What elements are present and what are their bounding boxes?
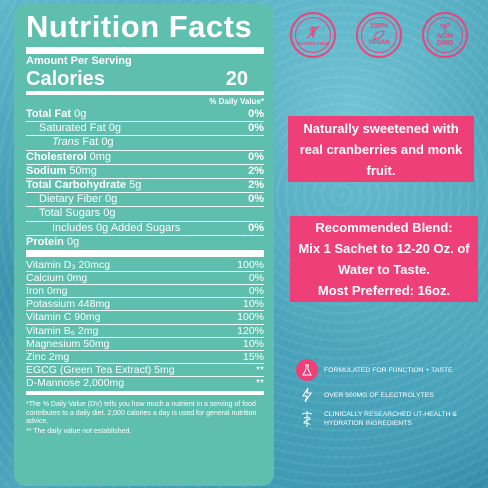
nutrient-row-total-carbohydrate: Total Carbohydrate 5g 2% <box>26 178 264 192</box>
divider <box>26 91 264 95</box>
feature-item: OVER 500MG OF ELECTROLYTES <box>296 384 434 406</box>
nutrient-row-protein: Protein 0g <box>26 234 264 249</box>
daily-value-header: % Daily Value* <box>209 97 264 106</box>
leaf-icon <box>373 30 385 40</box>
nutrient-row-dietary-fiber: Dietary Fiber 0g 0% <box>26 192 264 206</box>
recommended-blend-callout: Recommended Blend: Mix 1 Sachet to 12-20… <box>290 216 478 302</box>
wheat-icon <box>306 25 320 38</box>
vitamin-row: D-Mannose 2,000mg ** <box>26 375 264 389</box>
divider <box>26 250 264 258</box>
vitamin-row: Zinc 2mg 15% <box>26 349 264 363</box>
divider <box>26 390 264 395</box>
vitamin-row: Iron 0mg 0% <box>26 284 264 298</box>
calories-label: Calories <box>26 68 105 90</box>
footnote-daily-value: *The % Daily Value (DV) tells you how mu… <box>26 400 257 426</box>
vitamin-row: Magnesium 50mg 10% <box>26 336 264 350</box>
lightning-icon <box>296 384 318 406</box>
amount-per-serving: Amount Per Serving <box>26 55 132 67</box>
non-gmo-bottom: GMO <box>436 40 454 47</box>
nutrient-row-total-fat: Total Fat 0g 0% <box>26 108 264 120</box>
vitamin-row: Vitamin C 90mg 100% <box>26 310 264 324</box>
nutrient-row-added-sugars: Includes 0g Added Sugars 0% <box>26 220 264 235</box>
vegan-badge: 100% VEGAN <box>356 12 402 58</box>
vegan-text: VEGAN <box>368 40 390 46</box>
nutrient-row-cholesterol: Cholesterol 0mg 0% <box>26 149 264 163</box>
vitamin-row: Calcium 0mg 0% <box>26 271 264 285</box>
calories-value: 20 <box>225 68 248 90</box>
nutrient-row-total-sugars: Total Sugars 0g <box>26 206 264 220</box>
non-gmo-badge: NON GMO <box>422 12 468 58</box>
sweetened-callout: Naturally sweetened with real cranberrie… <box>288 116 474 182</box>
vitamin-row: EGCG (Green Tea Extract) 5mg ** <box>26 362 264 376</box>
gluten-free-badge: GLUTEN FREE <box>290 12 336 58</box>
sprout-icon <box>440 23 450 33</box>
feature-item: CLINICALLY RESEARCHED UT-HEALTH & HYDRAT… <box>296 408 474 430</box>
divider <box>26 47 264 54</box>
non-gmo-top: NON <box>437 33 453 40</box>
nutrient-row-sodium: Sodium 50mg 2% <box>26 163 264 177</box>
vitamin-row: Potassium 448mg 10% <box>26 297 264 311</box>
nutrition-title: Nutrition Facts <box>26 9 253 44</box>
vegan-percent: 100% <box>370 23 388 30</box>
nutrient-row-saturated-fat: Saturated Fat 0g 0% <box>26 121 264 135</box>
feature-item: FORMULATED FOR FUNCTION + TASTE <box>296 359 453 381</box>
vitamin-row: Vitamin B₆ 2mg 120% <box>26 323 264 337</box>
calories-row: Calories 20 <box>26 68 264 90</box>
features-list: FORMULATED FOR FUNCTION + TASTE OVER 500… <box>296 357 474 435</box>
footnote-not-established: ** The daily value not established. <box>26 427 132 435</box>
vitamin-row: Vitamin D₃ 20mcg 100% <box>26 259 264 272</box>
gluten-free-text: GLUTEN FREE <box>297 40 329 46</box>
flask-icon <box>296 359 318 381</box>
caduceus-icon <box>296 408 318 430</box>
nutrient-row-trans-fat: Trans Fat 0g <box>26 135 264 149</box>
nutrition-facts-panel: Nutrition Facts Amount Per Serving Calor… <box>14 4 274 486</box>
